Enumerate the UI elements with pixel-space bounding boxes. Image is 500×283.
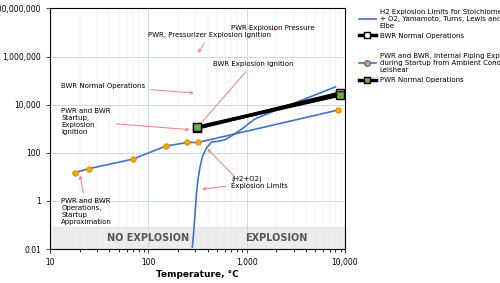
Text: NO EXPLOSION: NO EXPLOSION [108,233,190,243]
Text: EXPLOSION: EXPLOSION [245,233,308,243]
Text: PWR, Pressurizer Explosion Ignition: PWR, Pressurizer Explosion Ignition [148,32,272,52]
Text: PWR Explosion Pressure: PWR Explosion Pressure [232,25,315,31]
Bar [50,227,345,249]
Text: PWR and BWR
Startup,
Explosion
Ignition: PWR and BWR Startup, Explosion Ignition [61,108,188,135]
Text: BWR Explosion Ignition: BWR Explosion Ignition [199,61,293,125]
Legend: H2 Explosion Limits for Stoichiometric  H2
+ O2, Yamamoto, Turns, Lewis and von
: H2 Explosion Limits for Stoichiometric H… [358,7,500,85]
Text: BWR Normal Operations: BWR Normal Operations [61,83,193,94]
Text: PWR Normal Operations: PWR Normal Operations [0,282,1,283]
X-axis label: Temperature, °C: Temperature, °C [156,270,239,279]
Text: PWR and BWR
Operations,
Startup
Approximation: PWR and BWR Operations, Startup Approxim… [61,176,112,225]
Text: (H2+O2)
Explosion Limits: (H2+O2) Explosion Limits [203,175,288,190]
